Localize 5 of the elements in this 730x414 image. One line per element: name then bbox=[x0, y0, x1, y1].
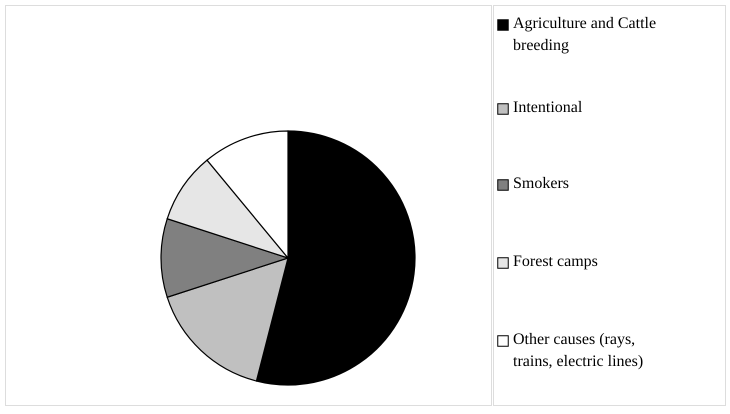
legend-label: Agriculture and Cattle breeding bbox=[513, 15, 656, 54]
legend-label: Forest camps bbox=[513, 253, 598, 270]
legend-label: Smokers bbox=[513, 175, 569, 192]
legend-label: Other causes (rays, trains, electric lines) bbox=[513, 331, 644, 370]
legend-label: Intentional bbox=[513, 99, 583, 116]
